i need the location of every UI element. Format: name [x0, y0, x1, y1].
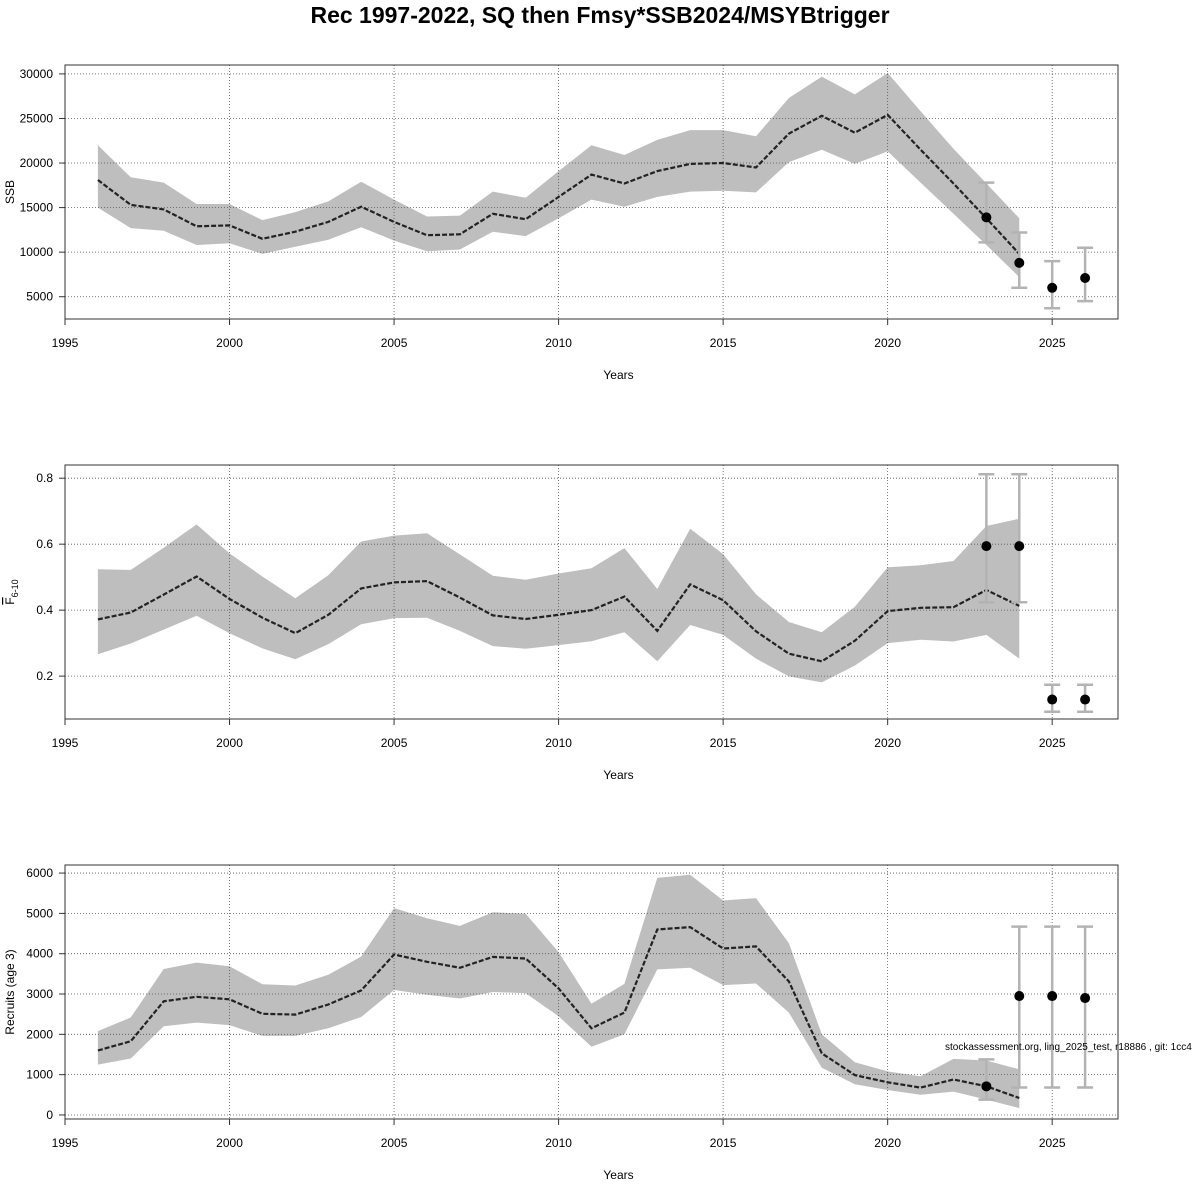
plot-frame [64, 64, 1119, 320]
forecast-point [1014, 991, 1025, 1002]
x-tick-label: 2010 [545, 736, 572, 750]
y-tick-label: 30000 [20, 67, 54, 81]
y-tick-label: 5000 [26, 290, 53, 304]
x-tick-label: 1995 [52, 736, 79, 750]
x-tick-label: 2005 [381, 336, 408, 350]
x-tick-label: 2000 [216, 736, 243, 750]
y-axis-title-main: F [3, 597, 17, 604]
y-axis-title-subscript: 6-10 [10, 579, 20, 597]
forecast-point [1014, 257, 1025, 268]
forecast-point [1047, 991, 1058, 1002]
x-tick-label: 2000 [216, 1136, 243, 1150]
x-tick-label: 2025 [1039, 1136, 1066, 1150]
forecast-point [1080, 993, 1091, 1004]
x-tick-label: 2010 [545, 336, 572, 350]
forecast-point [1080, 694, 1091, 705]
x-tick-label: 2015 [710, 736, 737, 750]
panel-2: 1995 2000 2005 2010 2015 2020 2025 0.2 0.4 0.6 0.8… [3, 464, 1119, 782]
confidence-band [97, 73, 1020, 278]
x-tick-label: 2025 [1039, 336, 1066, 350]
panel-1: 1995 2000 2005 2010 2015 2020 2025 5000 10000 150… [3, 64, 1119, 382]
x-tick-label: 2000 [216, 336, 243, 350]
x-axis-title: Years [603, 368, 633, 382]
y-tick-label: 0.8 [36, 471, 53, 485]
y-tick-label: 0 [46, 1108, 53, 1122]
x-tick-label: 1995 [52, 336, 79, 350]
y-tick-label: 0.4 [36, 603, 53, 617]
x-tick-label: 2010 [545, 1136, 572, 1150]
forecast-point [1014, 541, 1025, 552]
plot-frame [64, 464, 1119, 720]
x-tick-label: 2020 [874, 1136, 901, 1150]
footnote-text: stockassessment.org, ling_2025_test, r18… [945, 1042, 1192, 1053]
y-tick-label: 3000 [26, 987, 53, 1001]
y-tick-label: 4000 [26, 947, 53, 961]
y-tick-label: 0.2 [36, 669, 53, 683]
x-tick-label: 2005 [381, 1136, 408, 1150]
forecast-point [981, 212, 992, 223]
y-tick-label: 25000 [20, 111, 54, 125]
x-axis-title: Years [603, 768, 633, 782]
y-tick-label: 20000 [20, 156, 54, 170]
y-tick-label: 5000 [26, 906, 53, 920]
y-axis-title: Recruits (age 3) [3, 949, 17, 1034]
plot-frame [64, 864, 1119, 1120]
forecast-point [1047, 282, 1058, 293]
estimate-line [97, 925, 1020, 1100]
y-tick-label: 6000 [26, 866, 53, 880]
y-axis-title: F6-10 [3, 579, 20, 604]
x-tick-label: 2020 [874, 336, 901, 350]
panel-3: 1995 2000 2005 2010 2015 2020 2025 0 1000 2000 300… [3, 864, 1119, 1182]
chart-title: Rec 1997-2022, SQ then Fmsy*SSB2024/MSYB… [310, 2, 890, 28]
y-tick-label: 10000 [20, 245, 54, 259]
estimate-line [97, 575, 1020, 663]
forecast-point [1047, 694, 1058, 705]
forecast-point [981, 1081, 992, 1092]
forecast-point [981, 541, 992, 552]
x-tick-label: 2015 [710, 1136, 737, 1150]
x-axis-title: Years [603, 1168, 633, 1182]
y-axis-title: SSB [3, 180, 17, 204]
y-tick-label: 0.6 [36, 537, 53, 551]
y-tick-label: 1000 [26, 1068, 53, 1082]
forecast-point [1080, 273, 1091, 284]
x-tick-label: 2015 [710, 336, 737, 350]
x-tick-label: 2025 [1039, 736, 1066, 750]
x-tick-label: 2005 [381, 736, 408, 750]
y-tick-label: 2000 [26, 1027, 53, 1041]
x-tick-label: 2020 [874, 736, 901, 750]
estimate-line [97, 113, 1021, 255]
x-tick-label: 1995 [52, 1136, 79, 1150]
y-tick-label: 15000 [20, 201, 54, 215]
